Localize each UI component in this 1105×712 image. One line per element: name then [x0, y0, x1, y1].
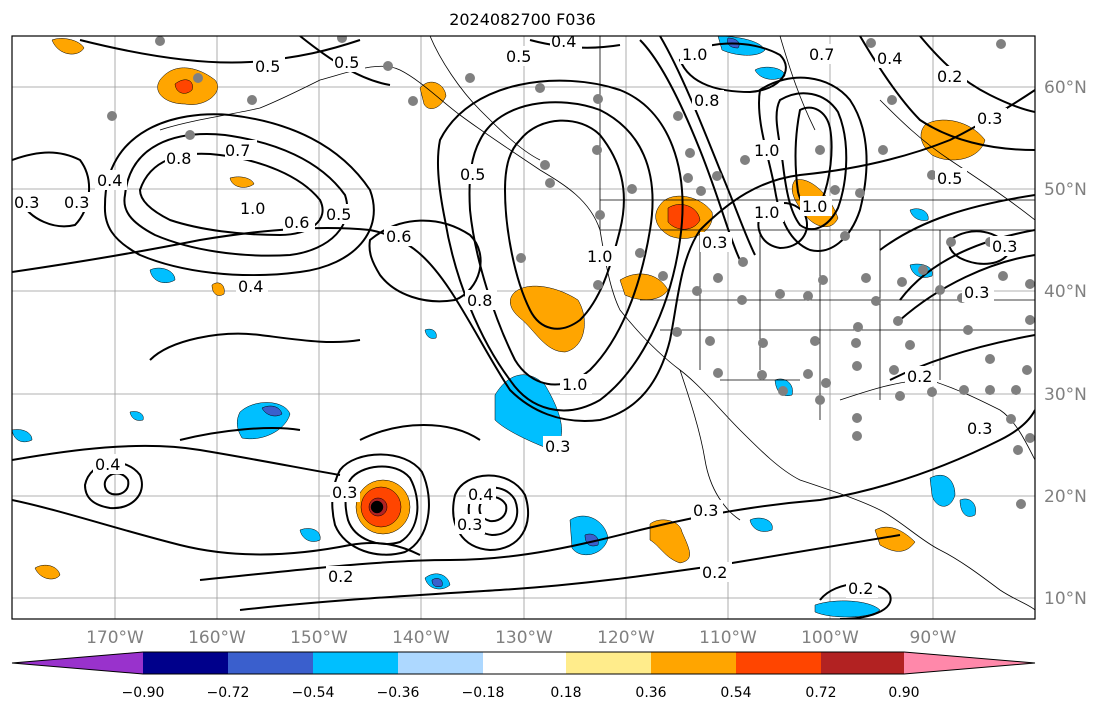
lon-tick-label: 110°W [699, 628, 757, 648]
contour-label: 0.8 [694, 91, 719, 110]
contour-label: 0.2 [848, 579, 873, 598]
lon-tick-label: 160°W [188, 628, 246, 648]
contour-label: 1.0 [240, 199, 265, 218]
colorbar-tick-label: −0.90 [122, 685, 165, 701]
contour-label: 0.4 [877, 49, 902, 68]
lat-tick-label: 30°N [1044, 385, 1087, 405]
contour-label: 0.7 [809, 45, 834, 64]
contour-label: 0.2 [937, 67, 962, 86]
contour-label: 0.3 [545, 437, 570, 456]
contour-label: 0.5 [334, 53, 359, 72]
lat-tick-label: 60°N [1044, 78, 1087, 98]
colorbar-segment [12, 652, 143, 674]
lat-tick-label: 20°N [1044, 487, 1087, 507]
lon-tick-label: 140°W [392, 628, 450, 648]
contour-label: 1.0 [802, 197, 827, 216]
contour-label: 0.3 [992, 237, 1017, 256]
lat-tick-label: 10°N [1044, 589, 1087, 609]
contour-label: 0.2 [907, 367, 932, 386]
contour-label: 0.6 [386, 227, 411, 246]
contour-label: 0.4 [468, 485, 493, 504]
contour-label: 0.7 [225, 141, 250, 160]
contour-label: 1.0 [754, 141, 779, 160]
contour-label: 1.0 [754, 203, 779, 222]
lat-axis: 60°N 50°N 40°N 30°N 20°N 10°N [1044, 78, 1087, 609]
contour-label: 0.2 [328, 567, 353, 586]
contour-label: 0.4 [97, 171, 122, 190]
colorbar-segment [228, 652, 313, 674]
contour-label: 0.2 [702, 563, 727, 582]
colorbar-segment [566, 652, 651, 674]
colorbar: −0.90 −0.72 −0.54 −0.36 −0.18 0.18 0.36 … [11, 651, 1036, 701]
contour-label: 0.4 [238, 277, 263, 296]
contour-label: 0.3 [964, 283, 989, 302]
colorbar-tick-label: 0.18 [550, 685, 581, 701]
colorbar-segment [398, 652, 483, 674]
lat-tick-label: 40°N [1044, 282, 1087, 302]
colorbar-tick-label: −0.18 [462, 685, 505, 701]
contour-label: 0.3 [64, 193, 89, 212]
contour-label: 0.5 [937, 169, 962, 188]
contour-label: 0.3 [693, 501, 718, 520]
colorbar-tick-label: 0.90 [888, 685, 919, 701]
colorbar-tick-label: −0.54 [292, 685, 335, 701]
station-markers [107, 36, 1035, 509]
colorbar-segment [483, 652, 566, 674]
contour-label: 0.4 [95, 455, 120, 474]
lon-tick-label: 120°W [597, 628, 655, 648]
lon-tick-label: 170°W [86, 628, 144, 648]
colorbar-tick-label: 0.54 [720, 685, 751, 701]
colorbar-segment [651, 652, 736, 674]
map-frame [11, 35, 1036, 620]
contour-label: 0.3 [967, 419, 992, 438]
contour-label: 0.6 [284, 213, 309, 232]
lon-tick-label: 150°W [290, 628, 348, 648]
map-title: 2024082700 F036 [449, 10, 596, 29]
contour-label-layer: 0.5 0.4 0.5 1.0 0.7 0.4 0.2 0.3 0.8 0.7 … [12, 32, 1022, 598]
contour-label: 1.0 [562, 375, 587, 394]
contour-label: 0.4 [551, 32, 576, 51]
contour-label: 0.8 [166, 149, 191, 168]
colorbar-tick-label: 0.72 [805, 685, 836, 701]
contour-label: 0.3 [702, 233, 727, 252]
colorbar-segment [143, 652, 228, 674]
contour-label: 0.3 [14, 193, 39, 212]
contour-label: 0.3 [977, 109, 1002, 128]
contour-label: 0.5 [326, 205, 351, 224]
lon-tick-label: 90°W [910, 628, 957, 648]
contour-label: 0.3 [332, 483, 357, 502]
contour-label: 1.0 [587, 247, 612, 266]
colorbar-segment [736, 652, 821, 674]
lon-axis: 170°W 160°W 150°W 140°W 130°W 120°W 110°… [86, 628, 957, 648]
colorbar-tick-label: −0.72 [207, 685, 250, 701]
lat-tick-label: 50°N [1044, 180, 1087, 200]
colorbar-segment [821, 652, 904, 674]
lon-tick-label: 130°W [495, 628, 553, 648]
contour-label: 0.3 [457, 515, 482, 534]
colorbar-tick-label: −0.36 [377, 685, 420, 701]
lon-tick-label: 100°W [801, 628, 859, 648]
colorbar-tick-label: 0.36 [635, 685, 666, 701]
colorbar-segment [313, 652, 398, 674]
contour-label: 1.0 [682, 45, 707, 64]
contour-label: 0.5 [460, 165, 485, 184]
colorbar-segment [904, 652, 1035, 674]
contour-label: 0.5 [506, 47, 531, 66]
contour-label: 0.8 [467, 291, 492, 310]
contour-label: 0.5 [255, 57, 280, 76]
